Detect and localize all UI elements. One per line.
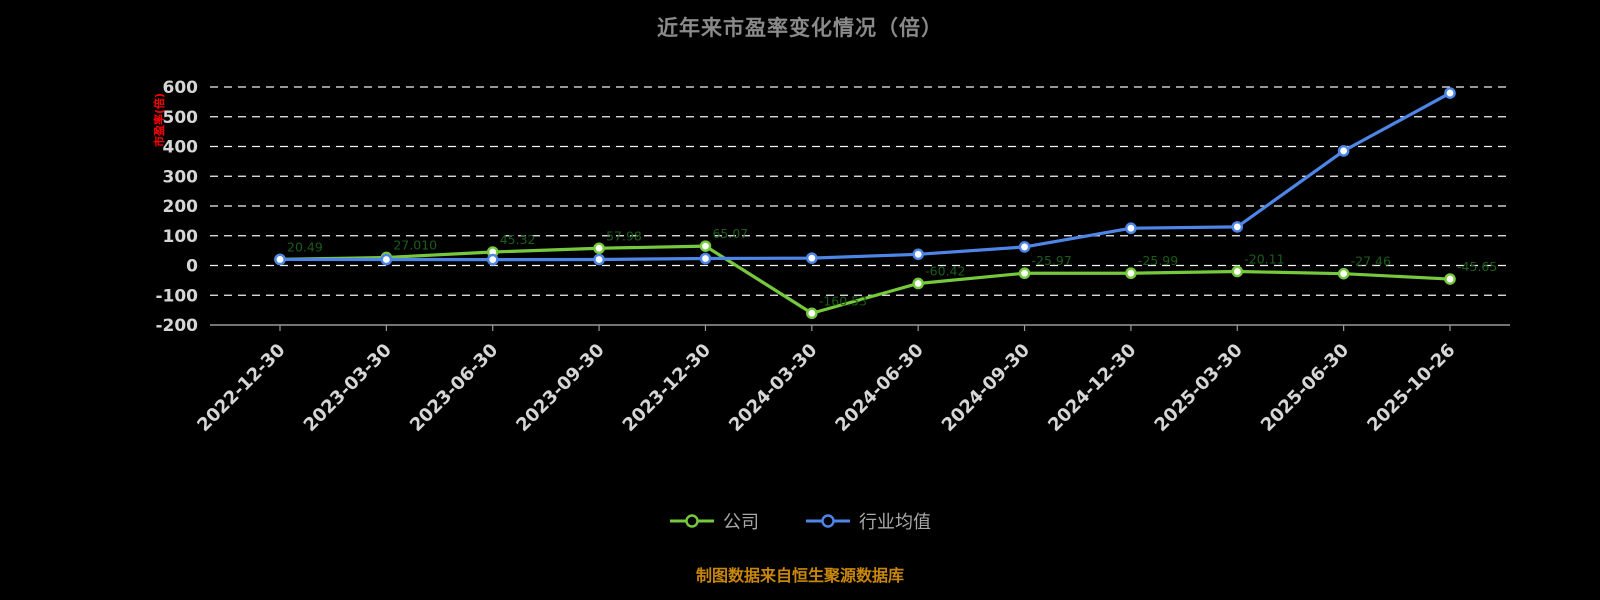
data-point — [699, 240, 712, 252]
chart-title: 近年来市盈率变化情况（倍） — [657, 16, 943, 40]
data-point — [1018, 241, 1031, 253]
data-point — [1231, 221, 1244, 233]
data-point — [806, 252, 818, 264]
series-line-1 — [278, 91, 1452, 262]
x-tick-label: 2025-06-30 — [1257, 340, 1353, 436]
legend-label-industry-average: 行业均值 — [859, 512, 931, 533]
x-tick-label: 2023-03-30 — [300, 340, 396, 436]
x-tick-label: 2024-06-30 — [831, 340, 927, 436]
y-tick-label: 400 — [163, 138, 199, 158]
y-tick-label: 300 — [163, 167, 199, 187]
data-point — [1337, 145, 1350, 157]
x-tick-label: 2024-12-30 — [1044, 340, 1140, 436]
data-point — [593, 242, 605, 255]
point-label: 20.49 — [287, 239, 323, 254]
x-tick-label: 2022-12-30 — [193, 340, 289, 436]
data-point — [274, 253, 286, 266]
point-label: -45.65 — [1457, 259, 1497, 274]
y-axis-title: 市盈率(倍) — [152, 93, 166, 147]
data-point — [1125, 267, 1137, 280]
x-tick-label: 2025-03-30 — [1151, 340, 1247, 436]
point-label: 27.010 — [393, 237, 437, 252]
y-tick-label: 200 — [163, 197, 199, 217]
data-point — [1444, 273, 1456, 285]
y-tick-label: -200 — [155, 316, 198, 336]
legend-marker-company-icon — [670, 514, 714, 528]
point-label: -27.46 — [1351, 254, 1391, 269]
data-point — [699, 252, 712, 265]
y-tick-label: 100 — [163, 227, 199, 247]
y-tick-label: 500 — [163, 108, 199, 128]
legend-item-company[interactable]: 公司 — [669, 508, 759, 534]
x-tick-label: 2024-03-30 — [725, 340, 821, 436]
x-tick-label: 2023-06-30 — [406, 340, 502, 436]
data-point — [1444, 87, 1456, 99]
point-label: -25.99 — [1138, 253, 1178, 268]
data-point — [912, 248, 924, 261]
data-point — [806, 307, 818, 320]
data-point — [1337, 267, 1350, 280]
point-label: 65.07 — [712, 226, 748, 241]
data-point — [593, 253, 605, 266]
data-point — [1018, 267, 1031, 280]
x-tick-label: 2024-09-30 — [938, 340, 1034, 436]
x-tick-label: 2025-10-26 — [1363, 340, 1459, 436]
point-label: 57.98 — [606, 228, 642, 243]
y-tick-label: 600 — [163, 78, 199, 98]
data-point — [380, 253, 393, 266]
data-point — [1231, 265, 1244, 278]
legend-item-industry-average[interactable]: 行业均值 — [805, 508, 931, 534]
data-point — [912, 277, 924, 290]
legend-marker-industry-icon — [806, 514, 850, 528]
data-source-note: 制图数据来自恒生聚源数据库 — [695, 566, 904, 585]
x-tick-label: 2023-12-30 — [619, 340, 715, 436]
point-label: -20.11 — [1244, 251, 1284, 266]
legend: 公司 行业均值 — [0, 508, 1600, 534]
point-label: 45.32 — [500, 232, 536, 247]
point-label: -160.53 — [819, 293, 867, 308]
y-tick-label: 0 — [186, 257, 198, 277]
point-label: -25.97 — [1032, 253, 1072, 268]
x-tick-label: 2023-09-30 — [512, 340, 608, 436]
data-point — [1125, 222, 1137, 235]
legend-label-company: 公司 — [723, 512, 759, 533]
y-tick-label: -100 — [155, 286, 198, 306]
data-point — [486, 253, 499, 266]
point-label: -60.42 — [925, 263, 965, 278]
series-line-0 — [278, 244, 1452, 315]
